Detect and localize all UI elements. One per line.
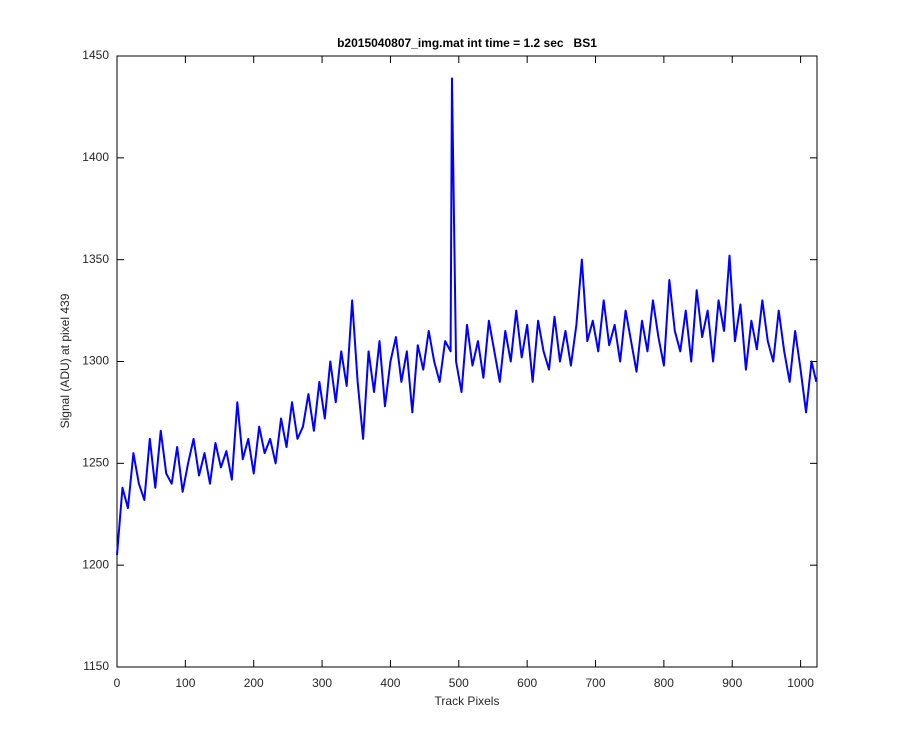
- x-tick-label: 100: [175, 676, 195, 690]
- y-tick-label: 1400: [82, 150, 109, 164]
- x-tick-label: 200: [244, 676, 264, 690]
- x-tick-label: 400: [380, 676, 400, 690]
- data-line: [116, 77, 818, 556]
- x-tick-label: 800: [654, 676, 674, 690]
- x-tick-label: 600: [517, 676, 537, 690]
- x-tick-label: 900: [722, 676, 742, 690]
- y-axis-label: Signal (ADU) at pixel 439: [58, 293, 72, 428]
- x-tick-label: 0: [114, 676, 121, 690]
- x-tick-label: 300: [312, 676, 332, 690]
- y-tick-label: 1200: [82, 557, 109, 571]
- y-tick-label: 1300: [82, 354, 109, 368]
- x-axis-label: Track Pixels: [435, 694, 500, 708]
- y-tick-label: 1250: [82, 456, 109, 470]
- chart-title: b2015040807_img.mat int time = 1.2 sec B…: [337, 36, 597, 50]
- y-tick-label: 1450: [82, 48, 109, 62]
- x-tick-label: 500: [449, 676, 469, 690]
- x-tick-label: 700: [586, 676, 606, 690]
- y-tick-label: 1350: [82, 252, 109, 266]
- x-tick-label: 1000: [787, 676, 814, 690]
- plot-area: [116, 55, 818, 668]
- y-tick-label: 1150: [83, 659, 109, 673]
